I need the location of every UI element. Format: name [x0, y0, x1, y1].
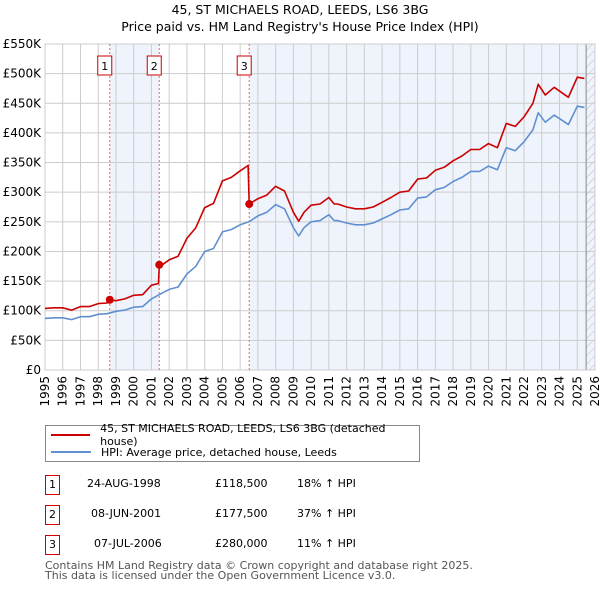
y-tick-label: £100K — [3, 304, 43, 318]
footer-licence: This data is licensed under the Open Gov… — [45, 569, 396, 582]
y-tick-label: £350K — [3, 156, 43, 170]
legend-swatch-property — [51, 434, 91, 436]
x-tick-label: 2026 — [588, 376, 600, 407]
x-tick-label: 2014 — [375, 376, 389, 407]
y-tick-label: £250K — [3, 215, 43, 229]
legend-item-hpi: HPI: Average price, detached house, Leed… — [46, 444, 337, 460]
shaded-period — [249, 44, 596, 370]
x-tick-label: 1999 — [109, 376, 123, 407]
sale-label-box — [236, 55, 252, 76]
transaction-number-badge: 2 — [45, 505, 60, 525]
sale-point — [105, 295, 114, 304]
sale-point — [155, 260, 164, 269]
legend-item-property: 45, ST MICHAELS ROAD, LEEDS, LS6 3BG (de… — [46, 422, 419, 448]
sale-label-box — [146, 55, 162, 76]
x-tick-label: 2007 — [251, 376, 265, 407]
sale-label-box — [97, 55, 113, 76]
x-tick-label: 1996 — [56, 376, 70, 407]
x-tick-label: 2002 — [162, 376, 176, 407]
sale-label-number: 2 — [151, 60, 158, 73]
x-tick-label: 2001 — [144, 376, 158, 407]
x-tick-label: 2022 — [517, 376, 531, 407]
x-tick-label: 2021 — [499, 376, 513, 407]
x-tick-label: 2018 — [446, 376, 460, 407]
transaction-row: 1 24-AUG-1998 £118,500 18% ↑ HPI — [45, 475, 445, 495]
forecast-hatch — [586, 44, 595, 370]
legend-swatch-hpi — [51, 451, 91, 453]
transaction-number-badge: 1 — [45, 475, 60, 495]
y-tick-label: £200K — [3, 244, 43, 258]
x-tick-label: 2011 — [322, 376, 336, 407]
chart-title: 45, ST MICHAELS ROAD, LEEDS, LS6 3BG — [171, 2, 429, 17]
x-tick-label: 2004 — [198, 376, 212, 407]
x-tick-label: 2015 — [393, 376, 407, 407]
transaction-hpi-diff: 18% ↑ HPI — [297, 477, 356, 490]
x-tick-label: 2008 — [269, 376, 283, 407]
transaction-date: 08-JUN-2001 — [91, 507, 162, 520]
transaction-price: £118,500 — [215, 477, 268, 490]
plot-border — [44, 43, 596, 371]
series-line-hpi — [44, 105, 585, 321]
y-tick-label: £300K — [3, 185, 43, 199]
transaction-price: £280,000 — [215, 537, 268, 550]
sale-label-number: 1 — [101, 60, 108, 73]
transaction-hpi-diff: 11% ↑ HPI — [297, 537, 356, 550]
y-tick-label: £50K — [10, 333, 42, 347]
footer-copyright: Contains HM Land Registry data © Crown c… — [45, 559, 473, 572]
transaction-date: 24-AUG-1998 — [87, 477, 161, 490]
transaction-price: £177,500 — [215, 507, 268, 520]
x-tick-label: 2025 — [570, 376, 584, 407]
x-tick-label: 2010 — [304, 376, 318, 407]
transaction-date: 07-JUL-2006 — [94, 537, 162, 550]
x-tick-label: 2016 — [411, 376, 425, 407]
transaction-number-badge: 3 — [45, 535, 60, 555]
transaction-row: 3 07-JUL-2006 £280,000 11% ↑ HPI — [45, 535, 445, 555]
x-tick-label: 2000 — [127, 376, 141, 407]
x-tick-label: 2006 — [233, 376, 247, 407]
y-tick-label: £550K — [3, 37, 43, 51]
y-tick-label: £400K — [3, 126, 43, 140]
transaction-hpi-diff: 37% ↑ HPI — [297, 507, 356, 520]
x-tick-label: 2023 — [535, 376, 549, 407]
transaction-row: 2 08-JUN-2001 £177,500 37% ↑ HPI — [45, 505, 445, 525]
y-tick-label: £500K — [3, 67, 43, 81]
y-tick-label: £150K — [3, 274, 43, 288]
x-tick-label: 1998 — [91, 376, 105, 407]
chart-subtitle: Price paid vs. HM Land Registry's House … — [121, 19, 479, 34]
x-tick-label: 2003 — [180, 376, 194, 407]
x-tick-label: 2009 — [286, 376, 300, 407]
x-tick-label: 2020 — [482, 376, 496, 407]
x-tick-label: 2019 — [464, 376, 478, 407]
x-tick-label: 2017 — [428, 376, 442, 407]
y-tick-label: £450K — [3, 96, 43, 110]
y-tick-label: £0 — [26, 363, 41, 377]
x-tick-label: 2024 — [553, 376, 567, 407]
legend-label-hpi: HPI: Average price, detached house, Leed… — [101, 445, 337, 459]
series-line-property — [44, 76, 585, 311]
x-tick-label: 2013 — [357, 376, 371, 407]
sale-label-number: 3 — [241, 60, 248, 73]
x-tick-label: 1997 — [73, 376, 87, 407]
x-tick-label: 1995 — [38, 376, 52, 407]
chart-legend: 45, ST MICHAELS ROAD, LEEDS, LS6 3BG (de… — [45, 422, 420, 462]
sale-point — [245, 200, 254, 209]
legend-label-property: 45, ST MICHAELS ROAD, LEEDS, LS6 3BG (de… — [100, 422, 386, 448]
x-tick-label: 2005 — [215, 376, 229, 407]
x-tick-label: 2012 — [340, 376, 354, 407]
